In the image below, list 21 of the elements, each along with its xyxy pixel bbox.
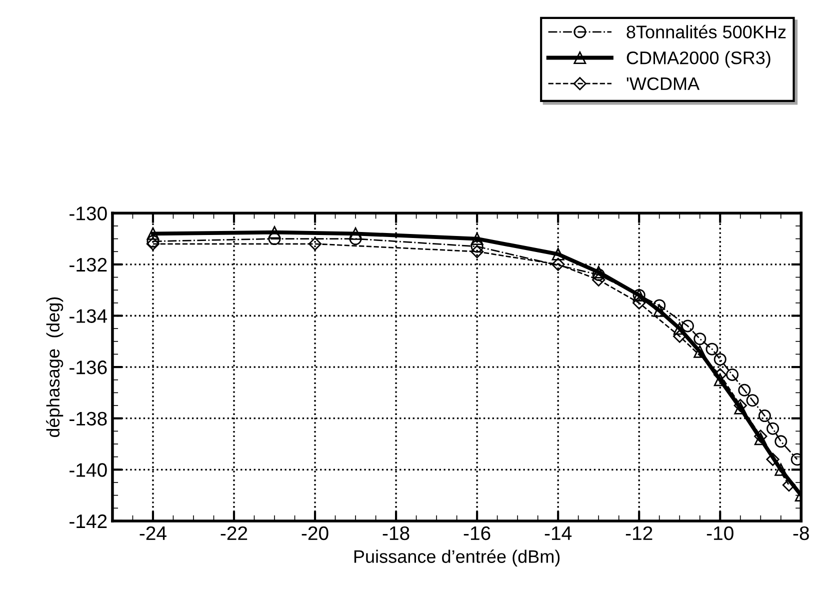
x-tick-label: -18 bbox=[382, 526, 410, 540]
y-tick-label: -142 bbox=[70, 514, 107, 528]
y-tick-label: -140 bbox=[70, 463, 107, 477]
y-tick-label: -138 bbox=[70, 412, 107, 426]
x-tick-label: -14 bbox=[544, 526, 572, 540]
x-tick-label: -16 bbox=[464, 526, 490, 540]
y-tick-label: -134 bbox=[70, 309, 108, 323]
x-tick-label: -22 bbox=[220, 526, 248, 540]
legend-label: 8Tonnalités 500KHz bbox=[626, 24, 786, 38]
y-axis-title: déphasage (deg) bbox=[46, 297, 64, 438]
y-tick-label: -132 bbox=[70, 258, 107, 272]
x-tick-label: -10 bbox=[706, 526, 734, 540]
x-tick-label: -12 bbox=[626, 526, 652, 540]
y-tick-label: -136 bbox=[70, 360, 107, 374]
legend-label: CDMA2000 (SR3) bbox=[626, 50, 770, 68]
y-tick-label: -130 bbox=[70, 206, 107, 220]
legend-label: 'WCDMA bbox=[626, 77, 700, 90]
x-axis-title: Puissance d’entrée (dBm) bbox=[354, 549, 560, 567]
x-tick-label: -24 bbox=[140, 526, 166, 540]
x-tick-label: -20 bbox=[302, 526, 328, 540]
x-tick-label: -8 bbox=[793, 526, 809, 540]
